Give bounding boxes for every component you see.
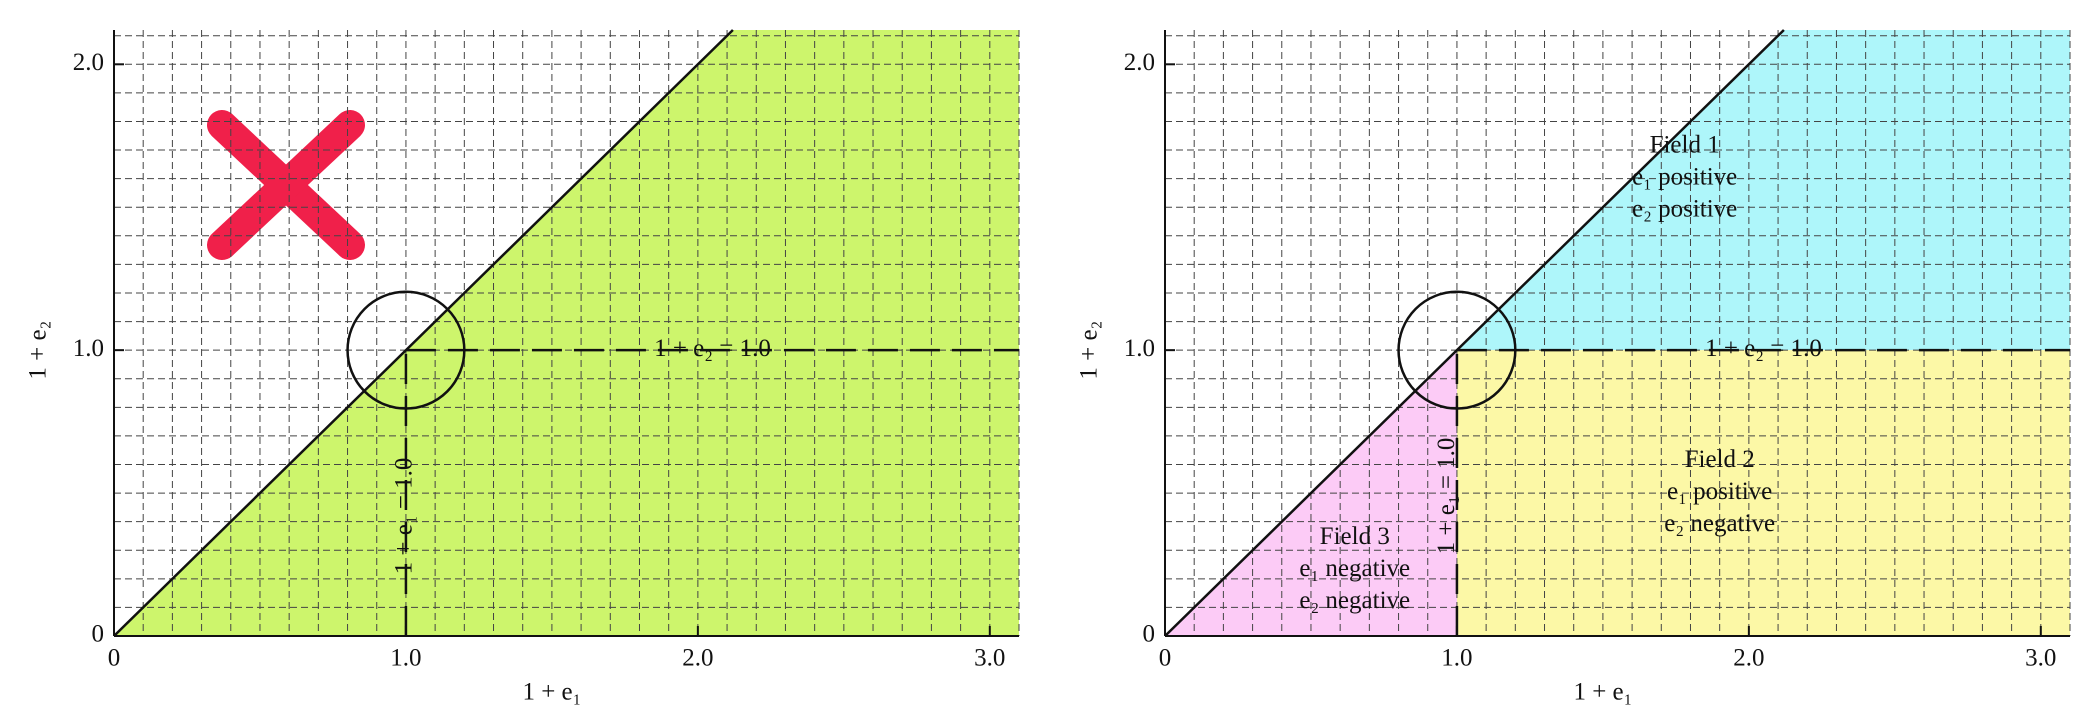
annotation: 1 + e₁ = 1.0 bbox=[391, 458, 418, 575]
region bbox=[1456, 30, 2070, 351]
x-tick-label: 1.0 bbox=[1441, 645, 1472, 672]
x-tick-label: 0 bbox=[108, 645, 121, 672]
y-tick-label: 2.0 bbox=[1124, 49, 1155, 76]
x-axis-label: 1 + e₁ bbox=[1573, 679, 1632, 706]
x-tick-label: 0 bbox=[1159, 645, 1172, 672]
y-tick-label: 0 bbox=[92, 621, 105, 648]
annotation: e₁ positive bbox=[1632, 163, 1737, 190]
circle bbox=[1397, 290, 1517, 410]
line bbox=[1164, 29, 1785, 637]
y-axis-label: 1 + e₂ bbox=[1076, 321, 1103, 380]
annotation: 1 + e₂ = 1.0 bbox=[654, 335, 771, 362]
annotation: Field 3 bbox=[1320, 523, 1390, 550]
panel: 0 1.0 2.0 3.0 0 1.0 2.0 1 + e₁ 1 + e₂ 1 + e₂ = 1.… bbox=[1076, 29, 2071, 706]
y-tick-label: 1.0 bbox=[1124, 335, 1155, 362]
annotation: 1 + e₂ = 1.0 bbox=[1705, 335, 1822, 362]
x-tick-label: 2.0 bbox=[1733, 645, 1764, 672]
annotation: e₂ negative bbox=[1664, 510, 1775, 537]
annotation: 1 + e₁ = 1.0 bbox=[1433, 438, 1460, 555]
annotation: e₂ negative bbox=[1299, 587, 1410, 614]
annotation: e₁ negative bbox=[1299, 555, 1410, 582]
y-tick-label: 2.0 bbox=[73, 49, 104, 76]
x-tick-label: 2.0 bbox=[682, 645, 713, 672]
red-x bbox=[207, 110, 365, 260]
annotation: e₂ positive bbox=[1632, 195, 1737, 222]
x-axis-label: 1 + e₁ bbox=[522, 679, 581, 706]
y-tick-label: 1.0 bbox=[73, 335, 104, 362]
circle bbox=[346, 290, 466, 410]
y-axis-label: 1 + e₂ bbox=[25, 321, 52, 380]
region bbox=[114, 30, 1019, 636]
y-tick-label: 0 bbox=[1143, 621, 1156, 648]
red-x-stroke bbox=[207, 110, 365, 260]
panel: 0 1.0 2.0 3.0 0 1.0 2.0 1 + e₁ 1 + e₂ 1 + e₂ = 1.… bbox=[25, 29, 1020, 706]
x-tick-label: 1.0 bbox=[390, 645, 421, 672]
x-tick-label: 3.0 bbox=[974, 645, 1005, 672]
x-tick-label: 3.0 bbox=[2025, 645, 2056, 672]
annotation: e₁ positive bbox=[1667, 478, 1772, 505]
line bbox=[113, 29, 734, 637]
annotation: Field 1 bbox=[1650, 131, 1720, 158]
annotation: Field 2 bbox=[1685, 446, 1755, 473]
